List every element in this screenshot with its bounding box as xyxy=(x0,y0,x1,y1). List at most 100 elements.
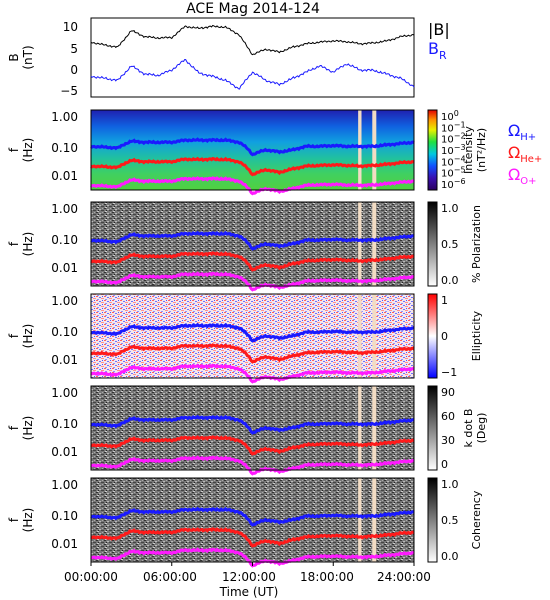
gyro-line-H-polarization xyxy=(90,230,415,251)
panel-wave_normal-cbar-tick-0: 90 xyxy=(441,386,455,399)
gyro-line-O-intensity xyxy=(90,176,415,196)
ylabel-line-1: f xyxy=(7,147,21,152)
panel-ellipticity-gap-1 xyxy=(372,294,377,378)
figure-title: ACE Mag 2014-124 xyxy=(186,1,320,17)
panel-coherency-colorbar xyxy=(427,477,438,563)
ylabel-line-2: (Hz) xyxy=(21,138,35,163)
x-tick-label-2: 12:00:00 xyxy=(222,570,276,584)
x-tick-label-0: 00:00:00 xyxy=(64,570,118,584)
panel-polarization-cbar-tick-0: 1.0 xyxy=(441,202,459,215)
legend-gyro-sub: He+ xyxy=(520,154,542,165)
legend-gyro-sub: O+ xyxy=(520,176,536,187)
panel-wave_normal-ytick-2: 0.01 xyxy=(51,445,78,459)
cbar-tick-exp: −3 xyxy=(454,143,466,152)
gyro-line-He-coherency xyxy=(90,527,415,548)
panel-wave_normal-frame xyxy=(90,385,415,471)
panel-polarization-frame xyxy=(90,201,415,287)
cbar-tick-base: 10 xyxy=(441,180,454,191)
cbar-title-line-2: (Deg) xyxy=(475,413,488,444)
panel-wave_normal-cbar-tick-1: 60 xyxy=(441,410,455,423)
panel-intensity-spectrogram xyxy=(91,110,414,190)
panel-ellipticity-cbar-title: Ellipticity xyxy=(470,310,483,361)
panel-polarization-ytick-1: 0.10 xyxy=(51,233,78,247)
gyro-line-O-ellipticity xyxy=(90,363,415,384)
ylabel-line-1: f xyxy=(7,333,21,338)
legend-gyro-symbol: Ω xyxy=(508,143,520,162)
panel-wave_normal-cbar-tick-3: 0 xyxy=(441,458,448,471)
gyro-line-H-ellipticity xyxy=(90,322,415,343)
ylabel-line-2: (Hz) xyxy=(21,508,35,533)
panel-intensity-ytick-0: 1.00 xyxy=(51,110,78,124)
panel-intensity-cbar-tick-0: 100 xyxy=(441,109,459,123)
cbar-tick-exp: −1 xyxy=(454,120,466,129)
legend-gyro-sub: H+ xyxy=(520,132,536,143)
panel-field-ylabel: B(nT) xyxy=(7,45,35,69)
panel-polarization-cbar-title: % Polarization xyxy=(470,205,483,283)
panel-wave_normal-spectrogram xyxy=(91,386,414,470)
gyro-line-He-wave_normal xyxy=(90,435,415,456)
panel-coherency-cbar-title: Coherency xyxy=(470,490,483,549)
cbar-tick-base: 10 xyxy=(441,135,454,146)
panel-polarization-gap-0 xyxy=(358,202,362,286)
panel-intensity-cbar-tick-1: 10−1 xyxy=(441,120,466,134)
cbar-tick-base: 10 xyxy=(441,123,454,134)
panel-coherency-ylabel: f(Hz) xyxy=(7,508,35,533)
gyro-line-He-polarization xyxy=(90,251,415,272)
x-axis-title: Time (UT) xyxy=(219,585,279,599)
panel-wave_normal-colorbar xyxy=(427,385,438,471)
ylabel-line-2: (Hz) xyxy=(21,232,35,257)
ylabel-line-1: f xyxy=(7,241,21,246)
panel-field-ytick-3: −5 xyxy=(60,84,78,98)
panel-intensity-gap-0 xyxy=(358,110,362,190)
panel-wave_normal-gap-1 xyxy=(372,386,377,470)
ylabel-line-2: (Hz) xyxy=(21,324,35,349)
panel-intensity: f(Hz)1.000.100.0110010−110−210−310−410−5… xyxy=(7,109,542,196)
ylabel-line-2: (Hz) xyxy=(21,416,35,441)
panel-ellipticity-ylabel: f(Hz) xyxy=(7,324,35,349)
panel-polarization-gap-1 xyxy=(372,202,377,286)
legend-gyro-O: ΩO+ xyxy=(508,165,536,187)
panel-polarization-cbar-tick-1: 0.5 xyxy=(441,238,459,251)
panel-polarization-ytick-2: 0.01 xyxy=(51,261,78,275)
panel-intensity-colorbar xyxy=(427,109,438,191)
panel-polarization: f(Hz) 1.00 0.10 0.01 1.0 0.5 0.0 % Polarization xyxy=(7,201,483,292)
cbar-tick-exp: −2 xyxy=(454,132,466,141)
legend-gyro-symbol: Ω xyxy=(508,165,520,184)
panel-intensity-ylabel: f(Hz) xyxy=(7,138,35,163)
legend-gyro-symbol: Ω xyxy=(508,121,520,140)
panel-wave_normal: f(Hz) 1.00 0.10 0.01 90 60 30 0 k dot B(Deg) xyxy=(7,385,488,476)
panel-polarization-cbar-tick-2: 0.0 xyxy=(441,274,459,287)
panel-coherency-gap-1 xyxy=(372,478,377,562)
panel-intensity-gap-1 xyxy=(372,110,377,190)
cbar-tick-exp: −6 xyxy=(454,177,466,186)
panel-wave_normal-cbar-tick-2: 30 xyxy=(441,434,455,447)
panel-ellipticity-gap-0 xyxy=(358,294,362,378)
panel-intensity-cbar-tick-4: 10−4 xyxy=(441,154,466,168)
panel-ellipticity: f(Hz) 1.00 0.10 0.01 1 0 −1 Ellipticity xyxy=(7,293,483,384)
panel-polarization-ylabel: f(Hz) xyxy=(7,232,35,257)
legend-B-R: BR xyxy=(428,39,447,62)
ylabel-line-1: f xyxy=(7,517,21,522)
cbar-title-line-1: Intensity xyxy=(462,126,475,174)
x-axis-labels: 00:00:00 06:00:00 12:00:00 18:00:00 24:0… xyxy=(64,570,431,599)
panel-wave_normal-ytick-1: 0.10 xyxy=(51,417,78,431)
cbar-tick-exp: 0 xyxy=(454,109,459,118)
panels-group: B(nT)1050−5|B|BRf(Hz)1.000.100.0110010−1… xyxy=(7,17,542,568)
gyro-line-O-wave_normal xyxy=(90,455,415,476)
cbar-tick-base: 10 xyxy=(441,169,454,180)
panel-coherency-cbar-tick-1: 0.5 xyxy=(441,514,459,527)
panel-field-ytick-0: 10 xyxy=(63,20,78,34)
cbar-title-line-1: k dot B xyxy=(462,409,475,448)
field-plot-frame xyxy=(90,17,415,98)
panel-coherency-cbar-tick-0: 1.0 xyxy=(441,478,459,491)
panel-wave_normal-ytick-0: 1.00 xyxy=(51,386,78,400)
panel-coherency-gap-0 xyxy=(358,478,362,562)
panel-field-ytick-1: 5 xyxy=(70,42,78,56)
x-tick-label-1: 06:00:00 xyxy=(143,570,197,584)
panel-polarization-spectrogram xyxy=(91,202,414,286)
panel-wave_normal-gap-0 xyxy=(358,386,362,470)
legend-B-R-sub: R xyxy=(439,49,447,62)
cbar-title-line-1: % Polarization xyxy=(470,205,483,283)
panel-ellipticity-cbar-tick-2: −1 xyxy=(441,366,457,379)
